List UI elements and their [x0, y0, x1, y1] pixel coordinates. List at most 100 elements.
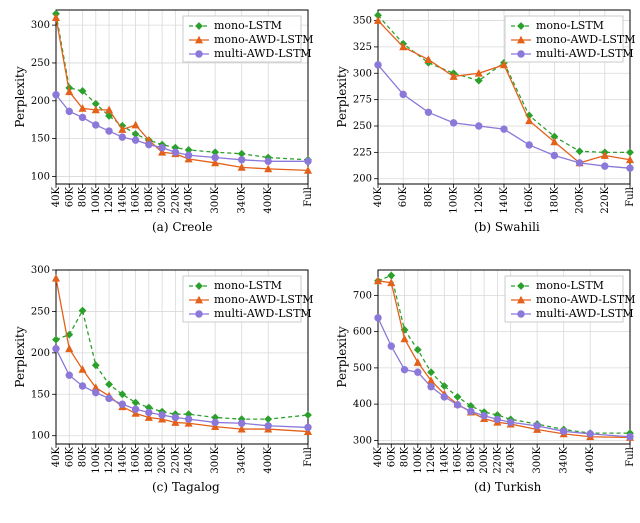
legend: mono-LSTMmono-AWD-LSTMmulti-AWD-LSTM: [505, 16, 635, 62]
series-marker-multi_awd: [132, 406, 138, 412]
series-marker-multi_awd: [79, 383, 85, 389]
series-marker-multi_awd: [428, 384, 434, 390]
x-tick-label: Full: [303, 447, 314, 467]
series-marker-multi_awd: [93, 389, 99, 395]
y-tick-label: 225: [353, 147, 372, 158]
x-tick-label: 100K: [91, 186, 102, 213]
chart-creole: 10015020025030040K60K80K100K120K140K160K…: [8, 2, 318, 230]
x-tick-label: 80K: [400, 446, 411, 467]
x-tick-label: 240K: [184, 186, 195, 213]
x-tick-label: 400K: [263, 186, 274, 213]
series-marker-multi_awd: [172, 414, 178, 420]
series-marker-multi_awd: [375, 62, 381, 68]
y-tick-label: 300: [31, 265, 50, 276]
x-tick-label: 140K: [439, 446, 450, 473]
y-tick-label: 250: [31, 306, 50, 317]
y-axis-label: Perplexity: [13, 326, 27, 387]
chart-swahili: 20022525027530032535040K60K80K100K120K14…: [330, 2, 640, 230]
x-tick-label: 220K: [170, 446, 181, 473]
x-tick-label: 120K: [104, 446, 115, 473]
series-marker-multi_awd: [627, 434, 633, 440]
x-tick-label: 220K: [492, 446, 503, 473]
legend-label: mono-AWD-LSTM: [536, 293, 635, 306]
y-axis-label: Perplexity: [335, 326, 349, 387]
x-tick-label: 160K: [453, 446, 464, 473]
x-tick-label: 60K: [398, 186, 409, 207]
y-tick-label: 300: [353, 435, 372, 446]
legend: mono-LSTMmono-AWD-LSTMmulti-AWD-LSTM: [505, 276, 635, 322]
y-tick-label: 250: [31, 58, 50, 69]
series-marker-multi_awd: [66, 372, 72, 378]
y-tick-label: 250: [353, 121, 372, 132]
legend-label: mono-AWD-LSTM: [214, 293, 313, 306]
x-tick-label: 340K: [237, 446, 248, 473]
legend-label: mono-AWD-LSTM: [536, 33, 635, 46]
x-tick-label: 200K: [157, 446, 168, 473]
series-marker-multi_awd: [159, 412, 165, 418]
series-marker-multi_awd: [265, 423, 271, 429]
x-tick-label: 300K: [210, 186, 221, 213]
chart-tagalog: 10015020025030040K60K80K100K120K140K160K…: [8, 262, 318, 490]
x-tick-label: 200K: [157, 186, 168, 213]
x-tick-label: 120K: [104, 186, 115, 213]
series-marker-multi_awd: [602, 163, 608, 169]
x-tick-label: 180K: [144, 446, 155, 473]
y-tick-label: 100: [31, 431, 50, 442]
series-marker-multi_awd: [132, 137, 138, 143]
x-tick-label: 200K: [479, 446, 490, 473]
series-marker-multi_awd: [185, 152, 191, 158]
x-tick-label: 300K: [532, 446, 543, 473]
y-tick-label: 600: [353, 327, 372, 338]
legend-label: mono-AWD-LSTM: [214, 33, 313, 46]
y-tick-label: 500: [353, 363, 372, 374]
y-tick-label: 200: [31, 96, 50, 107]
series-marker-multi_awd: [526, 142, 532, 148]
panel-creole: 10015020025030040K60K80K100K120K140K160K…: [8, 2, 318, 230]
series-marker-multi_awd: [375, 315, 381, 321]
x-tick-label: 120K: [474, 186, 485, 213]
series-marker-multi_awd: [79, 114, 85, 120]
x-tick-label: 60K: [386, 446, 397, 467]
series-marker-multi_awd: [146, 141, 152, 147]
x-tick-label: 40K: [373, 186, 384, 207]
legend: mono-LSTMmono-AWD-LSTMmulti-AWD-LSTM: [183, 16, 313, 62]
series-marker-multi_awd: [501, 126, 507, 132]
series-marker-multi_awd: [119, 134, 125, 140]
x-tick-label: 180K: [549, 186, 560, 213]
series-marker-multi_awd: [119, 401, 125, 407]
series-marker-multi_awd: [415, 369, 421, 375]
series-marker-multi_awd: [305, 424, 311, 430]
series-marker-multi_awd: [305, 158, 311, 164]
x-tick-label: 60K: [64, 446, 75, 467]
series-marker-multi_awd: [450, 120, 456, 126]
x-tick-label: 340K: [559, 446, 570, 473]
x-tick-label: 220K: [600, 186, 611, 213]
x-tick-label: 40K: [51, 186, 62, 207]
x-tick-label: Full: [303, 187, 314, 207]
x-tick-label: 80K: [423, 186, 434, 207]
x-tick-label: 80K: [78, 186, 89, 207]
y-tick-label: 200: [353, 174, 372, 185]
series-marker-multi_awd: [66, 108, 72, 114]
series-marker-multi_awd: [159, 144, 165, 150]
y-tick-label: 150: [31, 134, 50, 145]
y-tick-label: 300: [31, 20, 50, 31]
y-axis-label: Perplexity: [13, 66, 27, 127]
x-tick-label: 140K: [117, 186, 128, 213]
series-marker-multi_awd: [388, 343, 394, 349]
series-marker-multi_awd: [212, 419, 218, 425]
x-tick-label: 120K: [426, 446, 437, 473]
legend-label: mono-LSTM: [536, 279, 604, 292]
y-tick-label: 200: [31, 348, 50, 359]
y-tick-label: 325: [353, 42, 372, 53]
y-tick-label: 150: [31, 389, 50, 400]
x-tick-label: 300K: [210, 446, 221, 473]
panel-tagalog: 10015020025030040K60K80K100K120K140K160K…: [8, 262, 318, 490]
panel-caption: (d) Turkish: [474, 480, 541, 494]
series-marker-multi_awd: [401, 366, 407, 372]
x-tick-label: 400K: [585, 446, 596, 473]
panel-swahili: 20022525027530032535040K60K80K100K120K14…: [330, 2, 640, 230]
series-marker-multi_awd: [212, 154, 218, 160]
x-tick-label: 340K: [237, 186, 248, 213]
series-marker-multi_awd: [576, 160, 582, 166]
